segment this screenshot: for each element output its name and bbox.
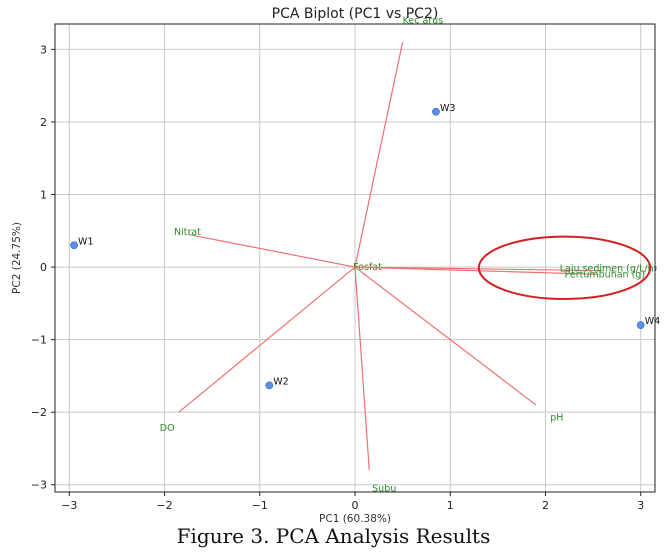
- x-tick-label: 1: [447, 499, 454, 512]
- x-tick-label: −2: [156, 499, 172, 512]
- x-tick-label: 3: [637, 499, 644, 512]
- x-tick-label: 2: [542, 499, 549, 512]
- point-label-w4: W4: [645, 316, 660, 327]
- figure-caption: Figure 3. PCA Analysis Results: [176, 524, 491, 548]
- point-label-w2: W2: [273, 376, 288, 387]
- point-w1: [70, 241, 78, 250]
- loading-label-kec-arus: Kec arus: [403, 15, 444, 26]
- y-tick-label: −2: [31, 406, 47, 419]
- loading-arrow-nitrat: [188, 233, 356, 268]
- loading-arrow-do: [178, 266, 356, 413]
- loading-label-nitrat: Nitrat: [174, 227, 201, 238]
- point-label-w3: W3: [440, 103, 455, 114]
- x-axis-label: PC1 (60.38%): [319, 513, 391, 525]
- y-axis-label: PC2 (24.75%): [11, 222, 23, 294]
- x-tick-label: −1: [252, 499, 268, 512]
- loading-label-pertumbuhan-g: Pertumbuhan (g): [565, 269, 646, 280]
- ticks-layer: −3 −2 −1 0 1 2 3 −3 −2 −1 0 1 2 3: [31, 43, 644, 512]
- y-tick-label: −1: [31, 334, 47, 347]
- loading-arrow-subu: [354, 267, 370, 471]
- loading-arrow-ph: [354, 266, 537, 406]
- loading-label-do: DO: [160, 423, 175, 434]
- point-w3: [432, 107, 440, 116]
- y-tick-label: −3: [31, 479, 47, 492]
- loading-arrow-kec-arus: [354, 42, 404, 268]
- x-tick-label: −3: [61, 499, 77, 512]
- loading-label-laju-sedimen-g-l-h: Laju sedimen (g/L/h): [560, 264, 658, 275]
- highlight-layer: [477, 235, 652, 300]
- y-tick-label: 3: [40, 43, 47, 56]
- points-layer: W1 W2 W3 W4: [70, 103, 660, 390]
- point-w2: [265, 381, 274, 390]
- chart-title: PCA Biplot (PC1 vs PC2): [272, 6, 439, 22]
- point-label-w1: W1: [78, 236, 93, 247]
- y-tick-label: 0: [40, 261, 47, 274]
- loading-arrow-pertumbuhan-g: [354, 266, 598, 275]
- y-tick-label: 2: [40, 116, 47, 129]
- loading-label-subu: Subu: [372, 483, 396, 494]
- grid-layer: [55, 24, 655, 492]
- point-w4: [636, 321, 645, 330]
- highlight-ellipse: [477, 235, 652, 300]
- y-tick-label: 1: [40, 189, 47, 202]
- x-tick-label: 0: [352, 499, 359, 512]
- loading-label-ph: pH: [550, 412, 563, 423]
